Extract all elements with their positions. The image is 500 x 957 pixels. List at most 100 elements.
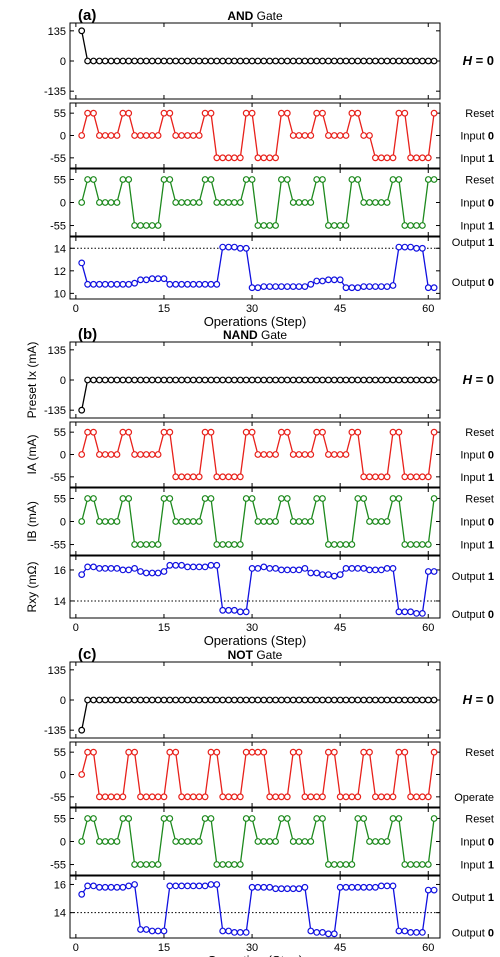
- series-label-text: Reset: [465, 493, 494, 505]
- panel-label: (a): [78, 7, 96, 24]
- data-point: [119, 280, 127, 288]
- subplot-1: 55 0 -55 Reset Operate: [50, 741, 494, 808]
- data-point: [137, 132, 144, 139]
- data-point: [342, 376, 350, 384]
- data-point: [230, 541, 238, 548]
- data-point: [90, 376, 97, 384]
- data-point: [230, 376, 238, 384]
- data-point: [430, 815, 438, 822]
- data-point: [101, 57, 109, 65]
- data-point: [101, 565, 109, 572]
- data-point: [95, 883, 103, 891]
- series-label-bold: 1: [488, 153, 494, 165]
- data-point: [413, 696, 420, 704]
- data-point: [313, 815, 321, 822]
- data-point: [395, 109, 403, 117]
- data-point: [278, 428, 285, 436]
- data-point: [319, 815, 326, 822]
- data-point: [430, 176, 438, 183]
- data-point: [207, 428, 215, 436]
- data-point: [283, 109, 291, 117]
- data-point: [383, 283, 391, 291]
- data-point: [272, 154, 280, 162]
- y-tick-label: 14: [54, 243, 66, 255]
- data-point: [413, 793, 420, 801]
- data-point: [84, 815, 91, 822]
- data-point: [266, 451, 274, 458]
- data-point: [201, 495, 209, 502]
- data-point: [419, 244, 426, 252]
- data-point: [413, 376, 420, 384]
- data-point: [242, 244, 250, 252]
- panel-label: (b): [78, 326, 97, 343]
- data-point: [254, 376, 262, 384]
- data-point: [430, 376, 438, 384]
- series-label: Input 1: [460, 153, 494, 165]
- data-point: [207, 495, 215, 502]
- data-point: [254, 284, 262, 292]
- data-point: [395, 815, 403, 822]
- series-label-bold: 0: [488, 517, 494, 529]
- data-point: [272, 793, 280, 801]
- data-point: [201, 563, 209, 571]
- data-point: [283, 495, 291, 502]
- data-point: [401, 608, 409, 616]
- data-point: [184, 132, 191, 139]
- data-point: [260, 838, 268, 845]
- series-label-text: Input: [460, 860, 488, 872]
- data-point: [230, 57, 238, 65]
- y-tick-label: -55: [50, 792, 66, 804]
- y-tick-label: 55: [54, 427, 66, 439]
- data-point: [172, 882, 180, 890]
- data-point: [95, 696, 103, 704]
- data-point: [419, 861, 426, 868]
- data-point: [189, 473, 197, 481]
- data-point: [230, 473, 238, 481]
- data-point: [178, 793, 186, 801]
- data-point: [319, 929, 326, 936]
- data-point: [248, 57, 256, 65]
- data-point: [260, 883, 268, 891]
- data-point: [242, 815, 250, 822]
- data-point: [325, 696, 332, 704]
- data-point: [424, 284, 432, 292]
- data-point: [372, 838, 379, 845]
- data-point: [95, 132, 103, 139]
- y-tick-label: 0: [60, 770, 66, 782]
- data-point: [266, 696, 274, 704]
- data-point: [107, 793, 115, 801]
- data-point: [172, 518, 180, 525]
- panel-title-bold: NAND: [223, 328, 258, 342]
- y-tick-label: 55: [54, 813, 66, 825]
- y-tick-label: 14: [54, 908, 66, 920]
- data-point: [307, 696, 315, 704]
- data-point: [401, 748, 409, 756]
- data-point: [172, 748, 180, 756]
- data-point: [301, 451, 309, 458]
- series-label-rest: = 0: [472, 372, 494, 387]
- data-point: [325, 276, 332, 284]
- data-point: [213, 473, 221, 481]
- data-point: [207, 57, 215, 65]
- data-point: [383, 838, 391, 845]
- data-point: [195, 57, 203, 65]
- data-point: [131, 541, 139, 548]
- data-point: [248, 376, 256, 384]
- series-label: H = 0: [463, 692, 494, 707]
- data-point: [313, 696, 321, 704]
- series-label: H = 0: [463, 53, 494, 68]
- data-point: [354, 376, 362, 384]
- data-point: [160, 495, 168, 502]
- data-point: [142, 926, 150, 933]
- data-point: [424, 376, 432, 384]
- data-point: [307, 199, 315, 206]
- data-point: [131, 881, 139, 888]
- data-point: [360, 883, 368, 891]
- data-point: [131, 451, 139, 458]
- data-point: [342, 222, 350, 229]
- data-point: [424, 176, 432, 183]
- data-point: [178, 57, 186, 65]
- panel-title-rest: Gate: [253, 648, 283, 662]
- data-point: [278, 57, 285, 65]
